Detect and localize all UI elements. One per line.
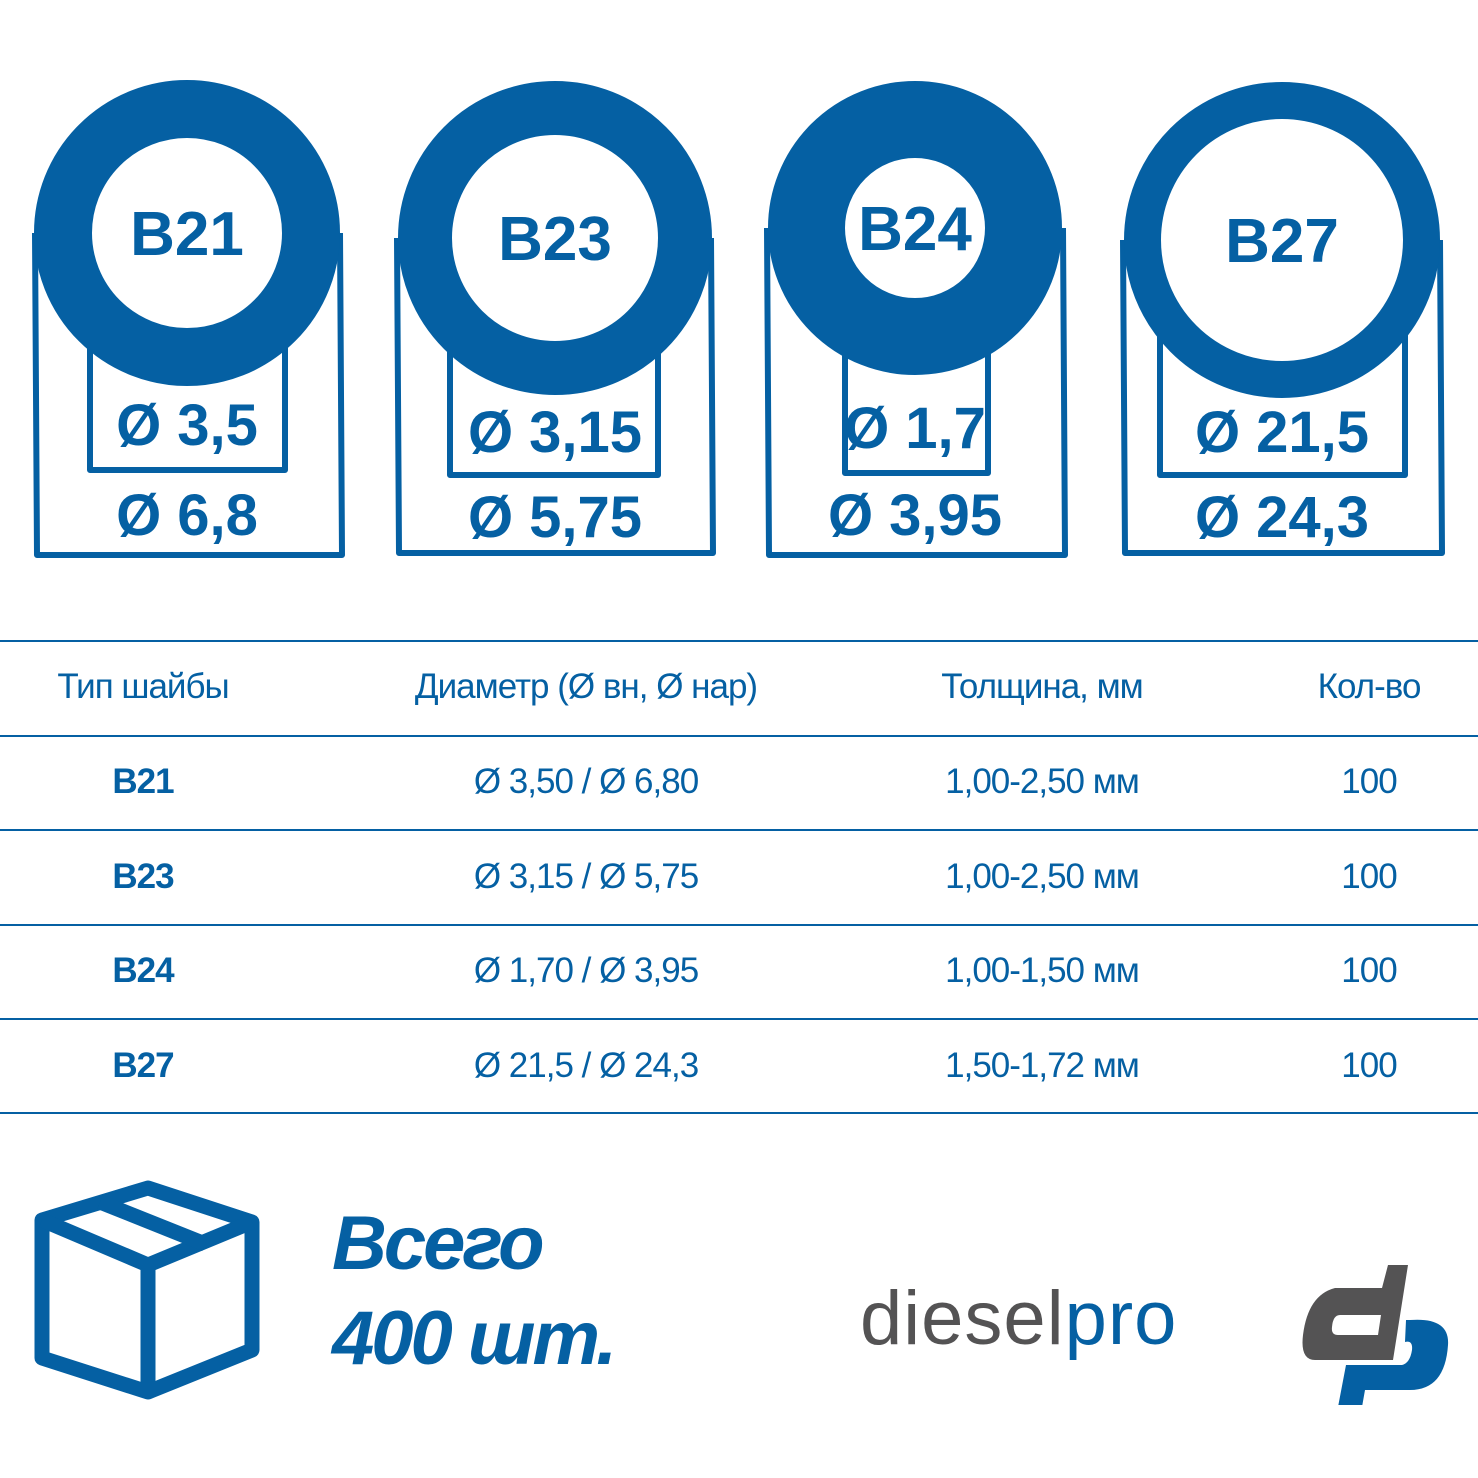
outer-diameter-bracket <box>764 227 1068 558</box>
table-cell: 100 <box>1341 856 1397 896</box>
table-cell: 1,50-1,72 мм <box>945 1045 1140 1085</box>
washer-ring <box>768 81 1062 375</box>
table-divider <box>0 1018 1478 1020</box>
table-cell: 100 <box>1341 951 1397 990</box>
washer-type-label: B21 <box>130 200 244 269</box>
washer-b27: B27 Ø 21,5 Ø 24,3 <box>1120 82 1445 556</box>
box-icon <box>34 1180 260 1400</box>
outer-diameter-bracket <box>1120 239 1445 556</box>
table-cell: Ø 3,50 / Ø 6,80 <box>473 762 699 801</box>
washer-b23: B23 Ø 3,15 Ø 5,75 <box>394 81 716 556</box>
column-header: Толщина, мм <box>941 667 1143 706</box>
row-type-cell: B21 <box>112 762 174 801</box>
washer-diagrams: B21 Ø 3,5 Ø 6,8 B23 Ø 3,15 Ø 5,75 B24 Ø 1,7 Ø 3,… <box>32 80 1445 558</box>
outer-diameter-bracket <box>394 237 716 556</box>
table-cell: Ø 3,15 / Ø 5,75 <box>473 856 699 896</box>
table-divider <box>0 735 1478 737</box>
column-header: Диаметр (Ø вн, Ø нар) <box>414 667 758 706</box>
inner-diameter-bracket <box>842 308 991 476</box>
table-cell: 100 <box>1341 762 1397 801</box>
inner-diameter-bracket <box>87 313 288 473</box>
washer-b24: B24 Ø 1,7 Ø 3,95 <box>764 81 1068 558</box>
table-cell: Ø 21,5 / Ø 24,3 <box>473 1045 699 1085</box>
column-header: Кол-во <box>1317 667 1422 706</box>
inner-diameter-label: Ø 3,15 <box>468 400 642 465</box>
washer-type-label: B23 <box>498 205 612 274</box>
table-cell: 1,00-2,50 мм <box>945 762 1140 801</box>
washer-ring <box>398 81 712 395</box>
column-header: Тип шайбы <box>57 667 229 706</box>
dieselpro-logo: dieselpro <box>860 1255 1460 1415</box>
outer-diameter-label: Ø 24,3 <box>1195 485 1369 550</box>
row-type-cell: B24 <box>112 951 174 990</box>
outer-diameter-label: Ø 6,8 <box>116 483 258 548</box>
row-type-cell: B27 <box>112 1045 174 1085</box>
washer-type-label: B27 <box>1225 207 1339 276</box>
table-divider <box>0 640 1478 642</box>
row-type-cell: B23 <box>112 856 174 896</box>
logo-mark-icon <box>1302 1265 1449 1405</box>
table-cell: 100 <box>1341 1045 1397 1085</box>
washer-type-label: B24 <box>858 195 972 264</box>
inner-diameter-label: Ø 1,7 <box>844 396 986 461</box>
washer-ring <box>1124 82 1440 398</box>
washer-ring <box>34 80 340 386</box>
washer-b21: B21 Ø 3,5 Ø 6,8 <box>32 80 345 558</box>
total-label: Всего <box>332 1201 545 1286</box>
table-cell: 1,00-2,50 мм <box>945 856 1140 896</box>
table-cell: 1,00-1,50 мм <box>945 951 1140 990</box>
logo-text-pro: pro <box>1064 1276 1178 1361</box>
outer-diameter-label: Ø 5,75 <box>468 485 642 550</box>
logo-text-diesel: diesel <box>860 1276 1065 1361</box>
outer-diameter-label: Ø 3,95 <box>828 483 1002 548</box>
table-cell: Ø 1,70 / Ø 3,95 <box>473 951 699 990</box>
table-divider <box>0 924 1478 926</box>
inner-diameter-bracket <box>1157 320 1408 478</box>
inner-diameter-label: Ø 21,5 <box>1195 400 1369 465</box>
inner-diameter-label: Ø 3,5 <box>116 393 258 458</box>
total-quantity: 400 шт. <box>332 1296 617 1381</box>
outer-diameter-bracket <box>32 232 345 558</box>
inner-diameter-bracket <box>447 318 661 478</box>
table-divider <box>0 829 1478 831</box>
table-divider <box>0 1112 1478 1114</box>
